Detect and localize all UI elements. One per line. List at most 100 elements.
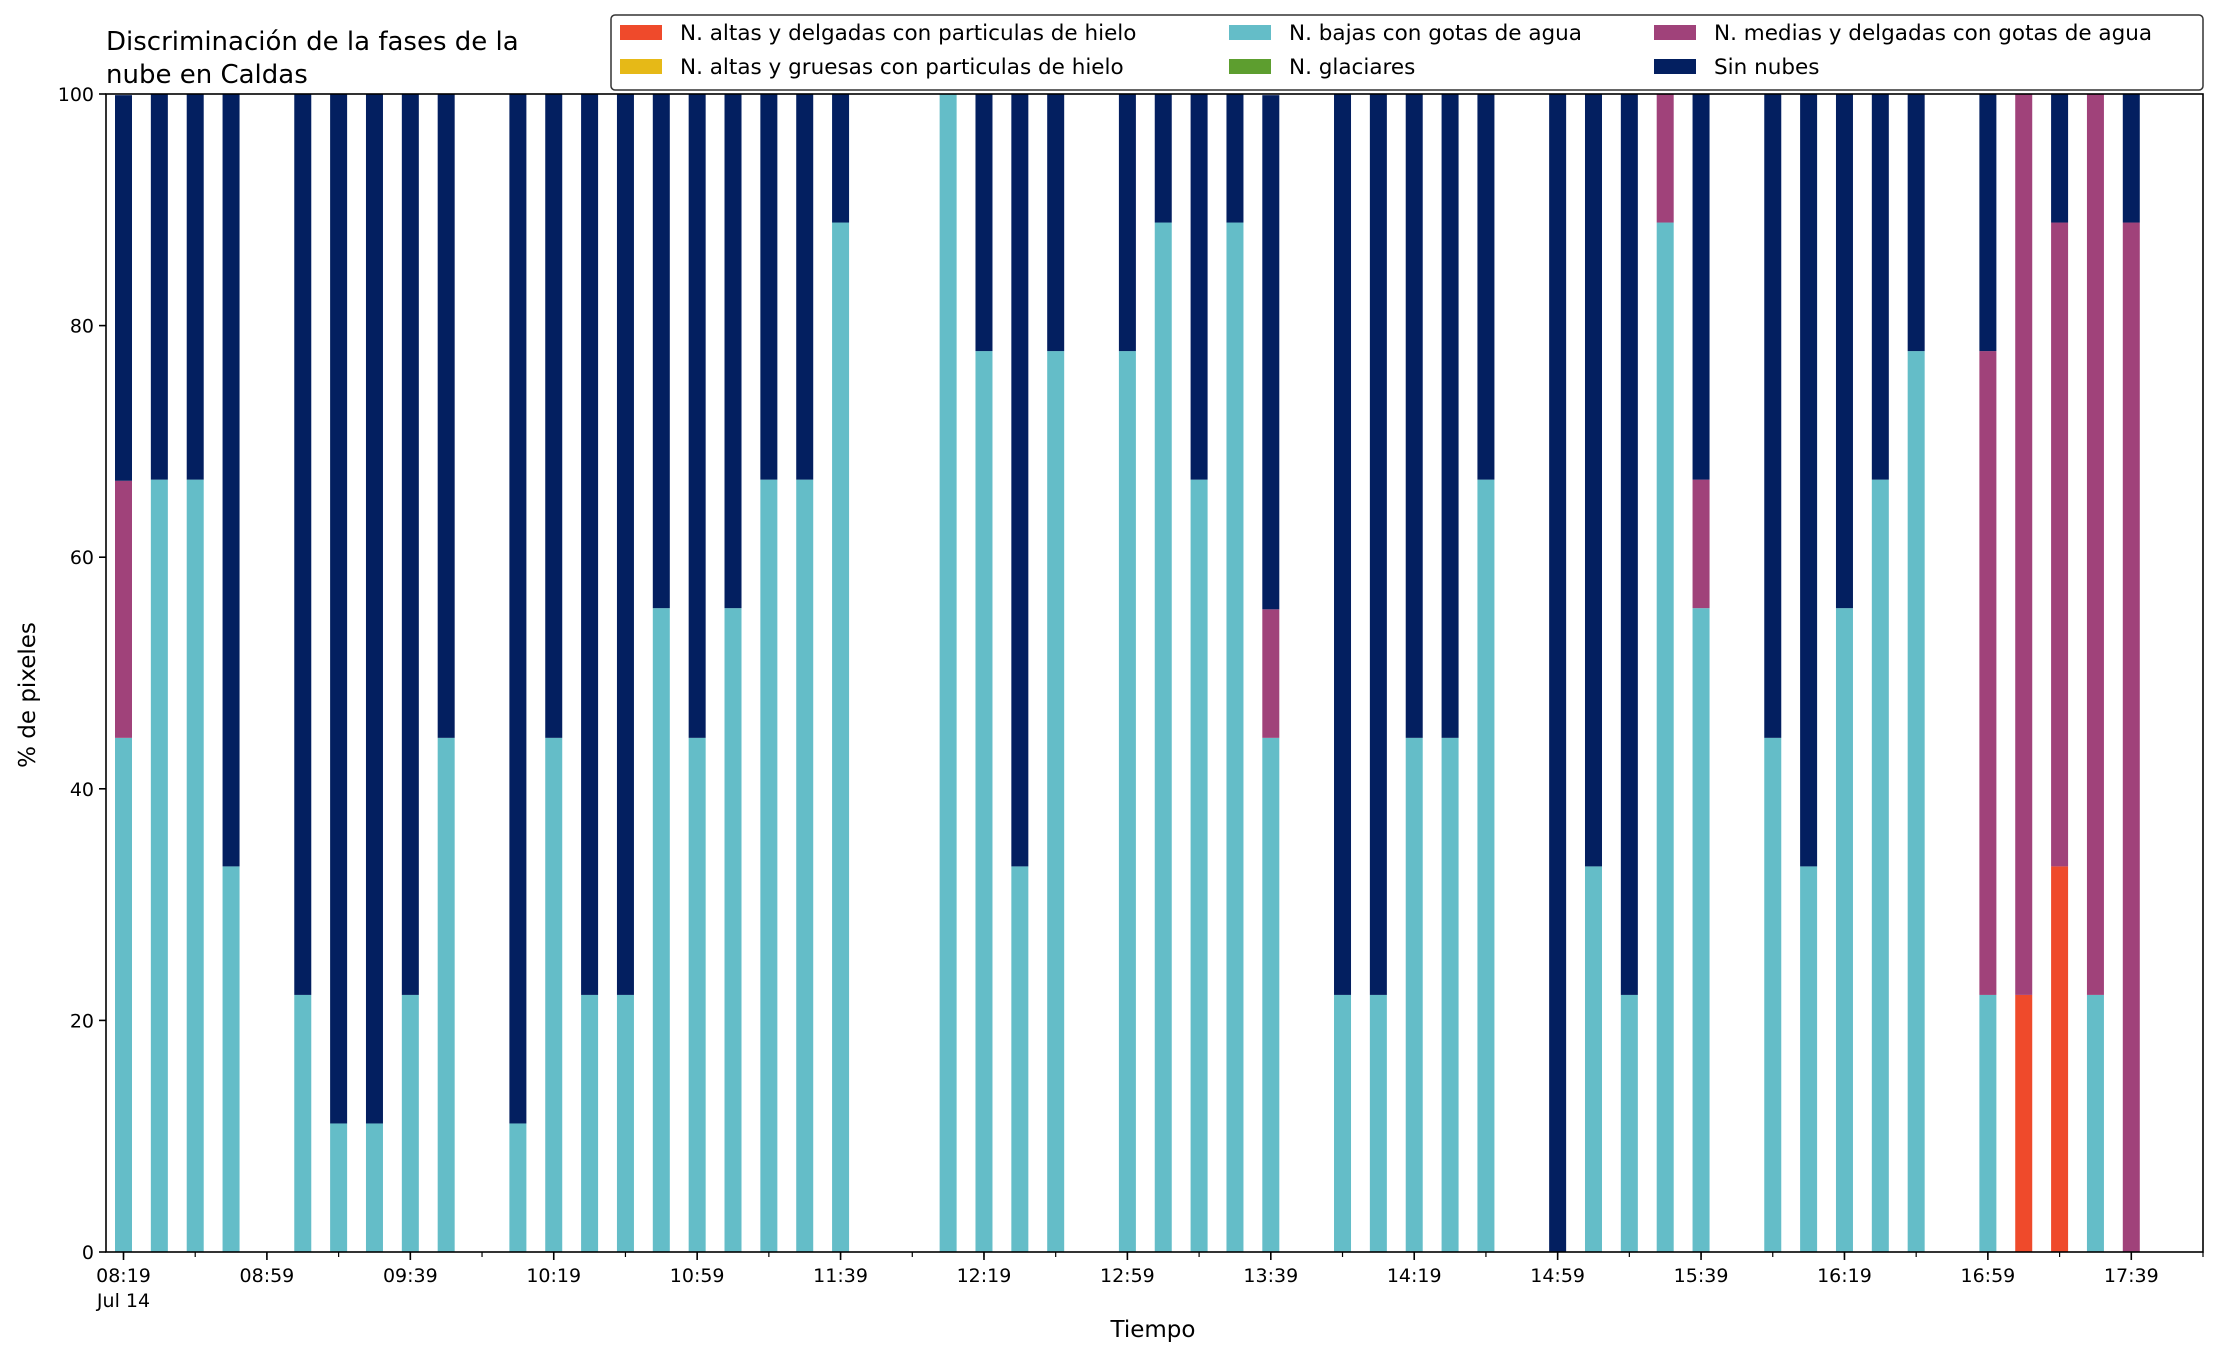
bar-segment-1-2 bbox=[150, 479, 168, 1252]
bar-segment-9-2 bbox=[509, 1123, 527, 1252]
bar-segment-8-5 bbox=[437, 94, 455, 738]
bar-segment-28-5 bbox=[1334, 94, 1352, 995]
bar-segment-47-4 bbox=[2122, 222, 2140, 1252]
bar-segment-28-2 bbox=[1334, 994, 1352, 1252]
bar-segment-0-5 bbox=[115, 95, 132, 481]
bar-segment-47-5 bbox=[2122, 94, 2140, 223]
legend-box bbox=[610, 14, 2204, 91]
bar-segment-12-5 bbox=[616, 94, 634, 995]
bar-segment-41-5 bbox=[1871, 94, 1889, 480]
bar-segment-15-2 bbox=[724, 608, 742, 1252]
bar-segment-32-2 bbox=[1477, 479, 1495, 1252]
legend-swatch-2 bbox=[1229, 25, 1271, 40]
bar-segment-23-2 bbox=[1118, 351, 1136, 1253]
x-tick-label-12: 16:19 bbox=[1817, 1265, 1872, 1287]
x-tick-label-0: 08:19 bbox=[96, 1265, 151, 1287]
x-tick-label-3: 10:19 bbox=[526, 1265, 581, 1287]
legend-swatch-3 bbox=[1229, 59, 1271, 74]
y-tick-label-5: 100 bbox=[58, 84, 94, 106]
bar-segment-6-2 bbox=[365, 1123, 383, 1252]
bar-segment-43-5 bbox=[1979, 94, 1997, 352]
legend-label-0: N. altas y delgadas con particulas de hi… bbox=[680, 21, 1136, 46]
bar-segment-44-0 bbox=[2015, 994, 2033, 1252]
x-tick-label-9: 14:19 bbox=[1387, 1265, 1442, 1287]
x-tick-label-7: 12:59 bbox=[1100, 1265, 1155, 1287]
bar-segment-45-0 bbox=[2051, 866, 2069, 1252]
bar-segment-24-5 bbox=[1154, 94, 1172, 223]
plot-frame bbox=[105, 93, 2204, 1253]
chart-title-line-2: nube en Caldas bbox=[106, 60, 308, 90]
x-tick-label-14: 17:39 bbox=[2104, 1265, 2159, 1287]
x-tick-label-6: 12:19 bbox=[957, 1265, 1012, 1287]
bar-segment-40-2 bbox=[1835, 608, 1853, 1252]
legend-label-1: N. altas y gruesas con particulas de hie… bbox=[680, 55, 1124, 80]
bar-segment-29-5 bbox=[1369, 94, 1387, 995]
y-tick-label-2: 40 bbox=[70, 779, 94, 801]
bar-segment-9-5 bbox=[509, 94, 527, 1124]
bar-segment-37-5 bbox=[1692, 94, 1710, 480]
legend-label-3: N. glaciares bbox=[1289, 55, 1415, 80]
bar-segment-25-5 bbox=[1190, 94, 1208, 480]
bar-segment-22-2 bbox=[1047, 351, 1065, 1253]
bar-segment-26-2 bbox=[1226, 222, 1244, 1252]
bar-segment-39-2 bbox=[1800, 866, 1818, 1252]
legend-swatch-5 bbox=[1654, 59, 1696, 74]
bar-segment-20-2 bbox=[975, 351, 993, 1253]
bar-segment-13-2 bbox=[652, 608, 670, 1252]
bar-segment-44-4 bbox=[2015, 94, 2033, 995]
bar-segment-45-4 bbox=[2051, 222, 2069, 867]
bar-segment-43-4 bbox=[1979, 351, 1997, 995]
bar-segment-20-5 bbox=[975, 94, 993, 352]
bar-segment-25-2 bbox=[1190, 479, 1208, 1252]
y-axis-label: % de pixeles bbox=[15, 622, 41, 768]
x-tick-label-11: 15:39 bbox=[1674, 1265, 1729, 1287]
bar-segment-29-2 bbox=[1369, 994, 1387, 1252]
bar-segment-3-2 bbox=[222, 866, 240, 1252]
bar-segment-10-2 bbox=[545, 737, 563, 1252]
x-tick-sublabel-0: Jul 14 bbox=[96, 1290, 150, 1312]
bar-segment-13-5 bbox=[652, 94, 670, 609]
bar-segment-11-5 bbox=[581, 94, 599, 995]
bar-segment-46-2 bbox=[2086, 994, 2104, 1252]
x-tick-label-5: 11:39 bbox=[813, 1265, 868, 1287]
x-tick-label-2: 09:39 bbox=[383, 1265, 438, 1287]
y-axis: 0 20 40 60 80 100 bbox=[58, 84, 106, 1264]
bar-segment-34-2 bbox=[1584, 866, 1602, 1252]
bar-segment-27-2 bbox=[1262, 737, 1280, 1252]
bar-segment-36-4 bbox=[1656, 94, 1674, 223]
legend: N. altas y delgadas con particulas de hi… bbox=[610, 14, 2204, 91]
bar-segment-23-5 bbox=[1118, 94, 1136, 352]
bar-segment-24-2 bbox=[1154, 222, 1172, 1252]
bar-segment-22-5 bbox=[1047, 94, 1065, 352]
x-axis-label: Tiempo bbox=[1110, 1317, 1196, 1343]
legend-swatch-1 bbox=[620, 59, 662, 74]
bar-segment-27-5 bbox=[1262, 95, 1280, 610]
bar-segment-42-2 bbox=[1907, 351, 1925, 1253]
bar-segment-3-5 bbox=[222, 94, 240, 867]
bar-segment-30-2 bbox=[1405, 737, 1423, 1252]
bar-segment-8-2 bbox=[437, 737, 455, 1252]
bar-segment-26-5 bbox=[1226, 94, 1244, 223]
bar-segment-17-2 bbox=[796, 479, 814, 1252]
bar-segment-5-5 bbox=[330, 94, 348, 1124]
bar-segment-6-5 bbox=[365, 94, 383, 1124]
bar-segment-14-2 bbox=[688, 737, 706, 1252]
y-tick-label-3: 60 bbox=[70, 547, 94, 569]
bar-segment-1-5 bbox=[150, 94, 168, 480]
bar-segment-4-2 bbox=[294, 994, 312, 1252]
bar-segment-16-5 bbox=[760, 94, 778, 480]
bar-segment-10-5 bbox=[545, 94, 563, 738]
x-tick-label-1: 08:59 bbox=[240, 1265, 295, 1287]
legend-swatch-4 bbox=[1654, 25, 1696, 40]
bar-segment-38-2 bbox=[1764, 737, 1782, 1252]
bar-segment-43-2 bbox=[1979, 994, 1997, 1252]
y-tick-label-0: 0 bbox=[82, 1242, 94, 1264]
bar-segment-42-5 bbox=[1907, 94, 1925, 352]
y-tick-label-4: 80 bbox=[70, 316, 94, 338]
bar-segment-21-5 bbox=[1011, 94, 1029, 867]
bar-segment-4-5 bbox=[294, 94, 312, 995]
bar-segment-40-5 bbox=[1835, 94, 1853, 609]
bar-segment-35-5 bbox=[1620, 94, 1638, 995]
bar-segment-18-5 bbox=[832, 94, 850, 223]
x-tick-label-4: 10:59 bbox=[670, 1265, 725, 1287]
